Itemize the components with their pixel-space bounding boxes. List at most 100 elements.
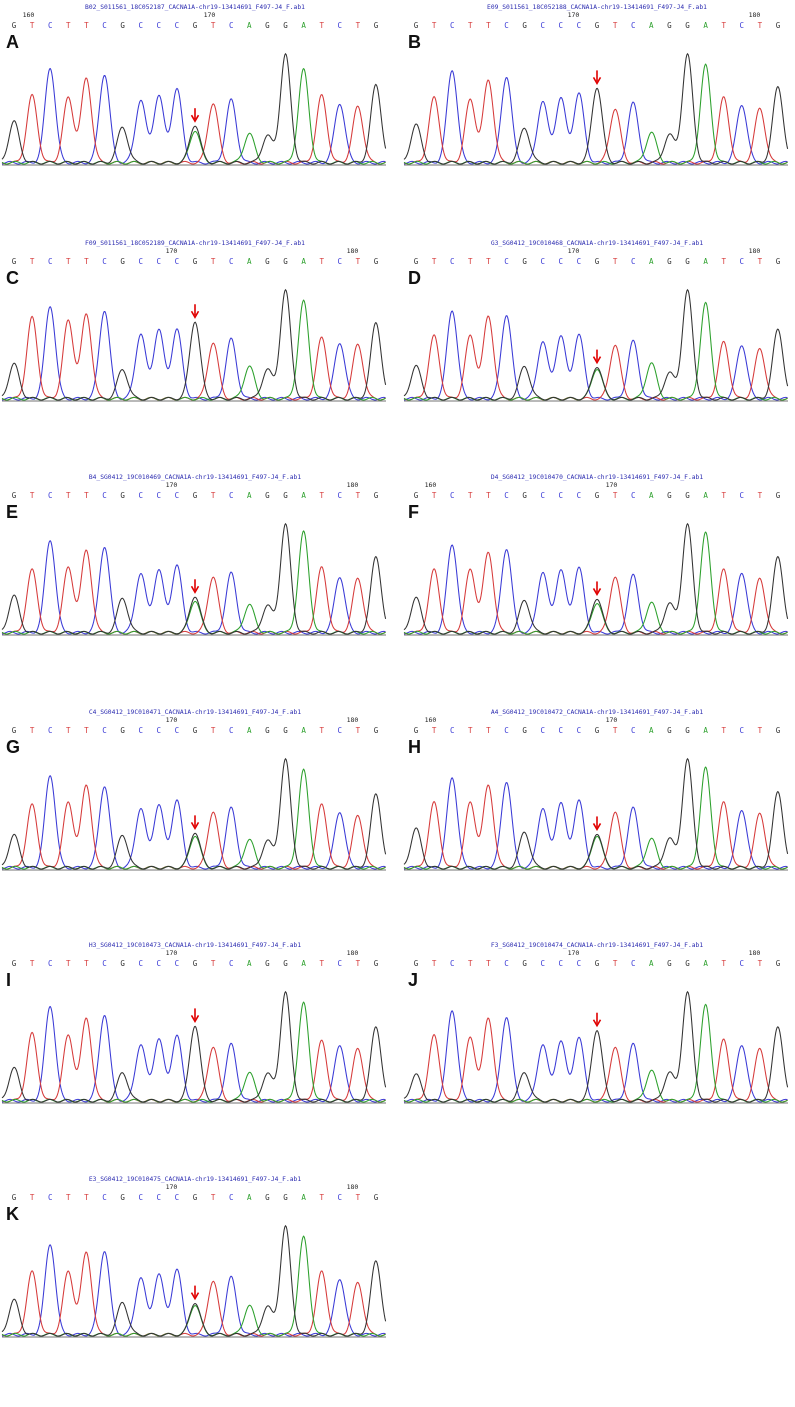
base-call: C: [631, 257, 636, 266]
base-call: G: [265, 491, 270, 500]
trace-t: [403, 1017, 788, 1103]
base-call: C: [175, 21, 180, 30]
base-call: T: [211, 959, 216, 968]
base-call: A: [247, 491, 252, 500]
base-call: T: [486, 726, 491, 735]
base-call: G: [193, 21, 198, 30]
base-call: G: [265, 726, 270, 735]
panel-k: K E3_SG0412_19C010475_CACNA1A-chr19-13414…: [0, 1172, 390, 1407]
mutation-arrow-icon: [190, 304, 200, 319]
base-call: C: [48, 959, 53, 968]
position-label: 170: [166, 949, 178, 957]
position-label: 170: [166, 481, 178, 489]
base-call: T: [613, 257, 618, 266]
base-call: A: [247, 1193, 252, 1202]
position-label: 170: [166, 247, 178, 255]
trace-g: [403, 757, 789, 870]
base-call: T: [66, 959, 71, 968]
panel-c: C F09_S011561_18C052189_CACNA1A-chr19-134…: [0, 236, 390, 471]
base-call: C: [540, 959, 545, 968]
position-label: 180: [347, 481, 359, 489]
base-call: G: [685, 21, 690, 30]
base-call: T: [486, 257, 491, 266]
base-call: T: [758, 21, 763, 30]
base-call: T: [468, 491, 473, 500]
trace-g: [1, 1224, 387, 1337]
base-call: C: [338, 257, 343, 266]
base-call: C: [157, 257, 162, 266]
base-call: T: [319, 1193, 324, 1202]
base-call: C: [157, 21, 162, 30]
base-call: A: [649, 726, 654, 735]
base-call: G: [193, 491, 198, 500]
trace-t: [403, 784, 788, 870]
base-call: C: [102, 491, 107, 500]
trace-c: [403, 310, 788, 401]
base-call: C: [559, 257, 564, 266]
base-call: G: [12, 726, 17, 735]
mutation-arrow-icon: [190, 1008, 200, 1023]
base-call: G: [667, 21, 672, 30]
trace-g: [1, 52, 387, 165]
position-label: 170: [568, 247, 580, 255]
trace-title: F3_SG0412_19C010474_CACNA1A-chr19-134146…: [491, 942, 704, 949]
base-call: T: [468, 959, 473, 968]
base-call: C: [631, 21, 636, 30]
base-call: C: [138, 491, 143, 500]
base-call: T: [468, 726, 473, 735]
base-call: G: [595, 726, 600, 735]
chromatogram-h: H A4_SG0412_19C010472_CACNA1A-chr19-13414…: [403, 709, 789, 871]
base-call: C: [740, 257, 745, 266]
base-call: C: [540, 491, 545, 500]
base-call: C: [740, 726, 745, 735]
base-call: T: [613, 491, 618, 500]
base-call: C: [504, 726, 509, 735]
base-call: T: [66, 491, 71, 500]
base-call: C: [102, 726, 107, 735]
chromatogram-c: C F09_S011561_18C052189_CACNA1A-chr19-134…: [1, 240, 387, 402]
base-call: C: [157, 491, 162, 500]
base-call: T: [356, 257, 361, 266]
base-call: G: [414, 726, 419, 735]
position-label: 170: [568, 949, 580, 957]
trace-g: [403, 522, 789, 635]
position-label: 160: [425, 481, 437, 489]
base-call: T: [721, 21, 726, 30]
base-call: A: [247, 959, 252, 968]
base-call: T: [758, 726, 763, 735]
base-call: G: [595, 21, 600, 30]
base-call: G: [776, 959, 781, 968]
base-call: G: [414, 491, 419, 500]
position-label: 170: [606, 716, 618, 724]
mutation-arrow-icon: [592, 1012, 602, 1028]
base-call: T: [319, 959, 324, 968]
base-call: T: [66, 21, 71, 30]
position-label: 180: [749, 11, 761, 19]
base-call: T: [432, 257, 437, 266]
panel-letter: F: [408, 502, 419, 522]
trace-c: [403, 70, 788, 165]
position-label: 160: [23, 11, 35, 19]
base-call: C: [157, 1193, 162, 1202]
base-call: G: [12, 1193, 17, 1202]
base-call: G: [265, 257, 270, 266]
base-call: G: [374, 726, 379, 735]
panel-i: I H3_SG0412_19C010473_CACNA1A-chr19-13414…: [0, 938, 390, 1173]
base-call: T: [356, 1193, 361, 1202]
base-call: G: [667, 257, 672, 266]
base-call: A: [649, 21, 654, 30]
trace-t: [1, 313, 386, 401]
base-call: T: [211, 1193, 216, 1202]
trace-title: E09_S011561_18C052188_CACNA1A-chr19-1341…: [487, 4, 707, 11]
base-call: C: [631, 491, 636, 500]
base-call: G: [776, 257, 781, 266]
panel-letter: B: [408, 32, 421, 52]
base-call: C: [48, 21, 53, 30]
trace-t: [1, 1017, 386, 1103]
trace-g: [403, 288, 789, 401]
base-call: A: [247, 726, 252, 735]
base-call: A: [301, 491, 306, 500]
base-call: C: [577, 21, 582, 30]
chromatogram-d: D G3_SG0412_19C010468_CACNA1A-chr19-13414…: [403, 240, 789, 402]
trace-g: [1, 757, 387, 870]
